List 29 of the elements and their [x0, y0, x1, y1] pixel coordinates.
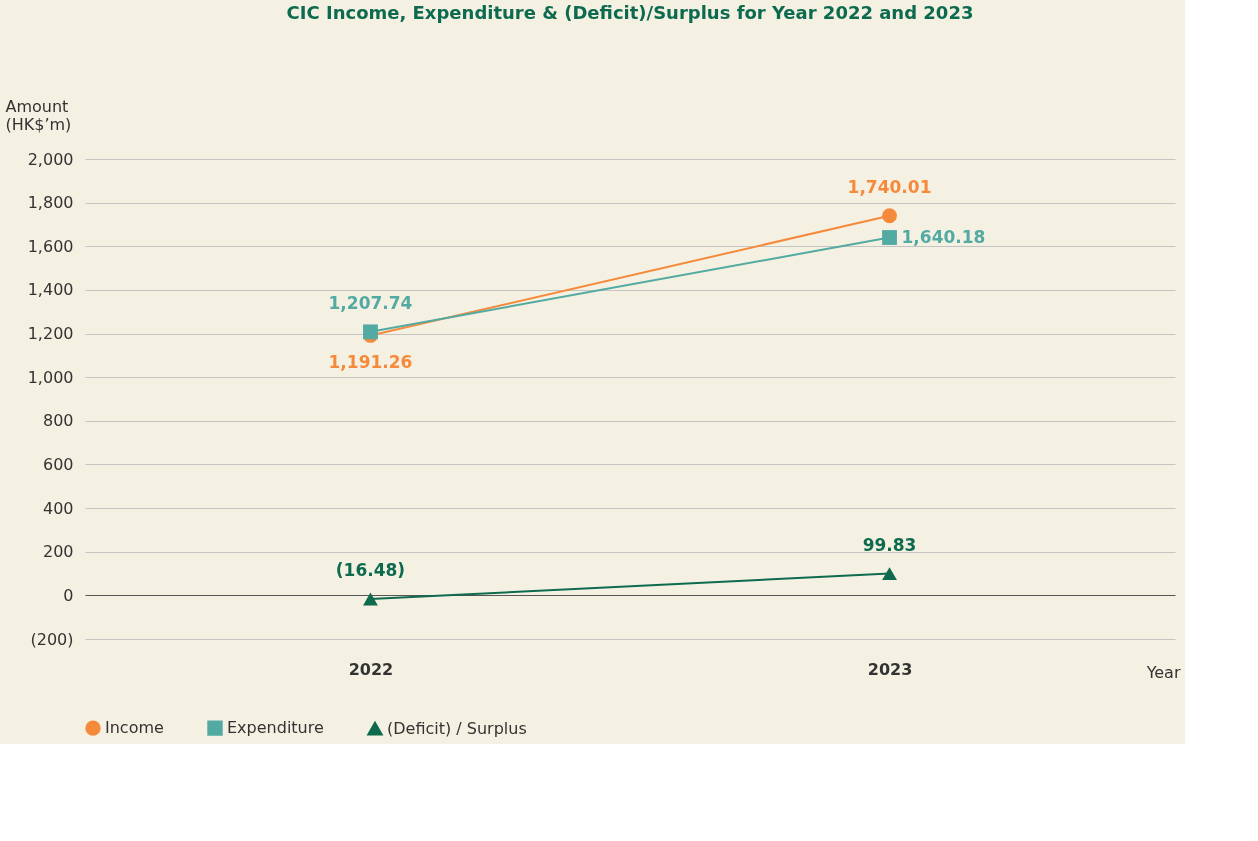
- y-tick-label: 1,400: [27, 280, 74, 300]
- y-tick-label: 600: [42, 454, 74, 474]
- y-tick-label: 0: [63, 585, 74, 605]
- y-tick-label: 200: [42, 542, 74, 562]
- data-label: 1,740.01: [847, 176, 932, 197]
- y-tick-label: 1,600: [27, 236, 74, 256]
- y-tick-label: 1,200: [27, 324, 74, 344]
- legend-label: (Deficit) / Surplus: [387, 718, 527, 738]
- data-label: (16.48): [335, 559, 406, 580]
- x-axis-title: Year: [1145, 662, 1181, 682]
- legend-label: Expenditure: [227, 718, 324, 738]
- y-axis-title: Amount (HK$’m): [5, 96, 72, 134]
- x-tick-label: 2023: [867, 659, 913, 679]
- y-tick-label: 1,800: [27, 193, 74, 213]
- point: [882, 230, 897, 245]
- y-tick-label: 400: [42, 498, 74, 518]
- y-tick-label: 800: [42, 411, 74, 431]
- data-label: 1,191.26: [328, 352, 413, 373]
- data-label: 99.83: [862, 534, 917, 555]
- legend-label: Income: [105, 718, 164, 738]
- chart-title: CIC Income, Expenditure & (Deficit)/Surplus for Year 2022 and 2023: [286, 2, 974, 23]
- point: [363, 324, 378, 340]
- y-tick-label: 1,000: [27, 367, 74, 387]
- data-label: 1,640.18: [901, 226, 986, 247]
- y-tick-label: 2,000: [27, 149, 74, 169]
- point: [882, 208, 897, 224]
- x-tick-label: 2022: [348, 659, 394, 679]
- data-label: 1,207.74: [328, 292, 413, 313]
- y-tick-label: (200): [30, 629, 74, 649]
